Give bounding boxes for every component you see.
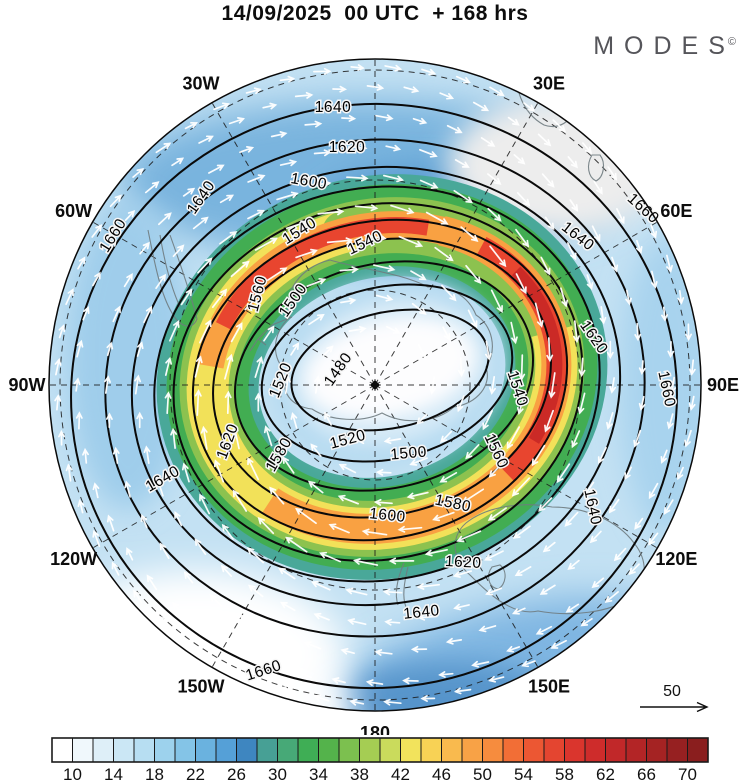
colorbar-tick-54: 54 bbox=[514, 765, 533, 782]
contour-label-1640: 1640 bbox=[402, 602, 440, 623]
modes-logo-text: MODES bbox=[593, 32, 735, 60]
colorbar-cell bbox=[215, 737, 237, 763]
meridian-label-60W: 60W bbox=[55, 201, 92, 221]
contour-label-1600: 1600 bbox=[368, 505, 406, 526]
meridian-label-90W: 90W bbox=[8, 375, 45, 395]
colorbar-cell bbox=[420, 737, 442, 763]
map-shading bbox=[49, 59, 701, 711]
modes-logo: MODES© bbox=[593, 32, 736, 61]
meridian-label-120W: 120W bbox=[50, 549, 97, 569]
meridian-label-150E: 150E bbox=[528, 676, 570, 696]
colorbar-tick-30: 30 bbox=[268, 765, 287, 782]
meridian-label-30E: 30E bbox=[533, 74, 565, 94]
colorbar-tick-46: 46 bbox=[432, 765, 451, 782]
colorbar-cell bbox=[113, 737, 135, 763]
jet-ring bbox=[156, 174, 608, 580]
colorbar-cell bbox=[400, 737, 422, 763]
height-contours bbox=[70, 102, 678, 690]
map-boundary bbox=[48, 58, 702, 712]
meridian-label-60E: 60E bbox=[660, 201, 692, 221]
colorbar-cell bbox=[318, 737, 340, 763]
pole-marker bbox=[370, 380, 380, 390]
contour-label-1620: 1620 bbox=[329, 139, 365, 156]
contour-label-1640: 1640 bbox=[315, 99, 351, 116]
modes-logo-superscript: © bbox=[727, 35, 736, 48]
colorbar-cell bbox=[543, 737, 565, 763]
colorbar-cell bbox=[338, 737, 360, 763]
colorbar-cell bbox=[359, 737, 381, 763]
colorbar-tick-58: 58 bbox=[555, 765, 574, 782]
colorbar-cell bbox=[297, 737, 319, 763]
colorbar-cell bbox=[646, 737, 668, 763]
reference-arrow-icon bbox=[640, 701, 709, 713]
meridian-label-90E: 90E bbox=[707, 375, 739, 395]
colorbar-tick-labels: 10 14 18 22 26 30 34 38 42 46 50 54 58 62 66 70 bbox=[63, 765, 697, 782]
colorbar-cell bbox=[687, 737, 709, 763]
colorbar-tick-10: 10 bbox=[63, 765, 82, 782]
coast-antarctic-peninsula bbox=[249, 316, 293, 352]
colorbar-cell bbox=[584, 737, 606, 763]
colorbar-cell bbox=[666, 737, 688, 763]
colorbar-tick-66: 66 bbox=[637, 765, 656, 782]
colorbar-tick-34: 34 bbox=[309, 765, 328, 782]
colorbar-cell bbox=[605, 737, 627, 763]
coast-madagascar bbox=[587, 154, 605, 182]
colorbar-cell bbox=[564, 737, 586, 763]
colorbar-cell bbox=[236, 737, 258, 763]
colorbar-cell bbox=[502, 737, 524, 763]
colorbar-cell bbox=[133, 737, 155, 763]
colorbar-cell bbox=[72, 737, 94, 763]
graticule bbox=[49, 59, 701, 711]
colorbar-cell bbox=[277, 737, 299, 763]
meridian-label-120E: 120E bbox=[655, 549, 697, 569]
ring-darkred-east bbox=[201, 219, 563, 535]
colorbar-tick-14: 14 bbox=[104, 765, 123, 782]
ring-red-west bbox=[199, 217, 565, 537]
colorbar-cell bbox=[625, 737, 647, 763]
colorbar-tick-62: 62 bbox=[596, 765, 615, 782]
meridian-label-30W: 30W bbox=[182, 74, 219, 94]
wind-arrow-field bbox=[54, 64, 696, 706]
colorbar-tick-38: 38 bbox=[350, 765, 369, 782]
colorbar-tick-22: 22 bbox=[186, 765, 205, 782]
colorbar-cell bbox=[154, 737, 176, 763]
reference-vector: 50 bbox=[640, 683, 709, 713]
colorbar-tick-70: 70 bbox=[678, 765, 697, 782]
colorbar-cells bbox=[51, 737, 709, 763]
coast-new-zealand bbox=[395, 562, 409, 608]
contour-label-1500: 1500 bbox=[390, 443, 428, 463]
colorbar-border bbox=[51, 737, 709, 763]
reference-vector-value: 50 bbox=[663, 683, 681, 700]
colorbar-cell bbox=[174, 737, 196, 763]
colorbar-cell bbox=[441, 737, 463, 763]
colorbar-tick-42: 42 bbox=[391, 765, 410, 782]
colorbar-cell bbox=[379, 737, 401, 763]
colorbar-tick-26: 26 bbox=[227, 765, 246, 782]
colorbar-cell bbox=[461, 737, 483, 763]
colorbar-cell bbox=[195, 737, 217, 763]
meridian-label-150W: 150W bbox=[177, 676, 224, 696]
meridian-label-180: 180 bbox=[360, 723, 390, 735]
contour-label-1620: 1620 bbox=[445, 553, 482, 572]
wash-lowerleft-white bbox=[49, 570, 345, 711]
wind-arrows bbox=[54, 64, 696, 706]
colorbar-cell bbox=[51, 737, 73, 763]
colorbar-tick-50: 50 bbox=[473, 765, 492, 782]
chart-title: 14/09/2025 00 UTC + 168 hrs bbox=[221, 2, 529, 25]
colorbar-cell bbox=[92, 737, 114, 763]
colorbar-cell bbox=[523, 737, 545, 763]
colorbar-cell bbox=[482, 737, 504, 763]
colorbar-cell bbox=[256, 737, 278, 763]
colorbar: 10 14 18 22 26 30 34 38 42 46 50 54 58 62 66 70 bbox=[51, 737, 709, 782]
colorbar-tick-18: 18 bbox=[145, 765, 164, 782]
